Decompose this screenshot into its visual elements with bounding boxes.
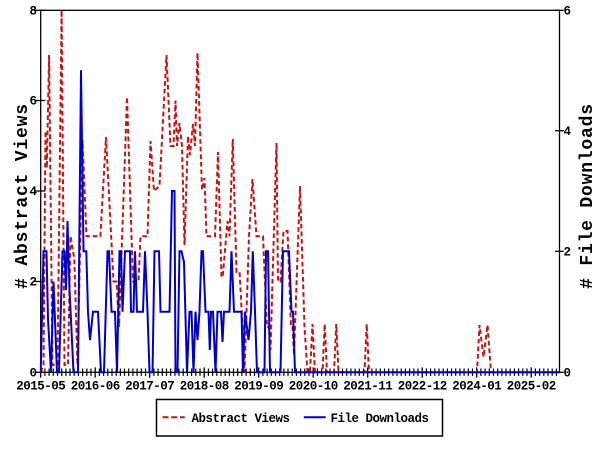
- svg-text:8: 8: [29, 5, 36, 19]
- svg-text:2019-09: 2019-09: [234, 380, 283, 394]
- svg-text:0: 0: [564, 367, 571, 381]
- svg-text:2024-01: 2024-01: [452, 380, 501, 394]
- svg-text:# Abstract Views: # Abstract Views: [13, 103, 33, 289]
- svg-text:0: 0: [29, 367, 36, 381]
- svg-text:6: 6: [29, 95, 36, 109]
- svg-text:2025-02: 2025-02: [507, 380, 556, 394]
- svg-text:6: 6: [564, 5, 571, 19]
- svg-text:2017-07: 2017-07: [125, 380, 174, 394]
- svg-text:4: 4: [29, 185, 37, 199]
- svg-text:File Downloads: File Downloads: [331, 412, 429, 426]
- svg-text:# File Downloads: # File Downloads: [578, 103, 598, 289]
- svg-text:2015-05: 2015-05: [16, 380, 65, 394]
- svg-text:2016-06: 2016-06: [71, 380, 120, 394]
- svg-text:2020-10: 2020-10: [289, 380, 338, 394]
- svg-text:2021-11: 2021-11: [343, 380, 392, 394]
- svg-text:4: 4: [564, 125, 572, 139]
- svg-text:2018-08: 2018-08: [180, 380, 229, 394]
- svg-text:2: 2: [29, 276, 36, 290]
- svg-text:Abstract Views: Abstract Views: [192, 412, 290, 426]
- svg-text:2022-12: 2022-12: [398, 380, 447, 394]
- svg-text:2: 2: [564, 246, 571, 260]
